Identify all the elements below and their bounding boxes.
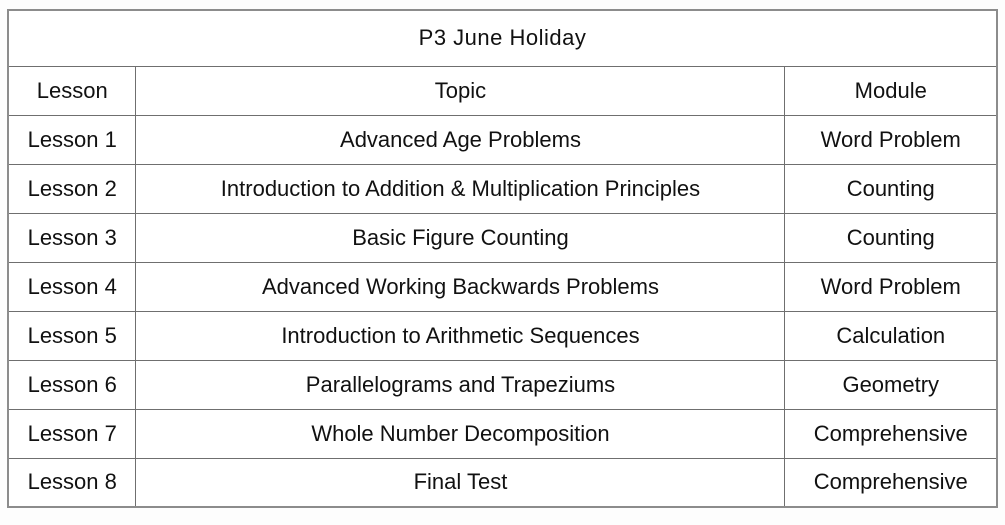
topic-cell: Basic Figure Counting xyxy=(135,212,786,263)
table-row: Lesson 8 Final Test Comprehensive xyxy=(7,457,998,508)
topic-cell: Advanced Age Problems xyxy=(135,114,786,165)
lesson-cell: Lesson 6 xyxy=(7,359,137,410)
module-cell: Geometry xyxy=(784,359,998,410)
topic-cell: Introduction to Addition & Multiplicatio… xyxy=(135,163,786,214)
topic-cell: Advanced Working Backwards Problems xyxy=(135,261,786,312)
lesson-cell: Lesson 2 xyxy=(7,163,137,214)
column-header-lesson: Lesson xyxy=(7,65,137,116)
schedule-table: P3 June Holiday Lesson Topic Module Less… xyxy=(6,9,999,508)
module-cell: Counting xyxy=(784,163,998,214)
table-row: Lesson 7 Whole Number Decomposition Compre… xyxy=(7,408,998,459)
table-row: Lesson 5 Introduction to Arithmetic Seque… xyxy=(7,310,998,361)
lesson-cell: Lesson 7 xyxy=(7,408,137,459)
table-body: Lesson 1 Advanced Age Problems Word Proble… xyxy=(7,114,998,508)
lesson-cell: Lesson 4 xyxy=(7,261,137,312)
module-cell: Counting xyxy=(784,212,998,263)
topic-cell: Whole Number Decomposition xyxy=(135,408,786,459)
module-cell: Calculation xyxy=(784,310,998,361)
topic-cell: Final Test xyxy=(135,457,786,508)
table-row: Lesson 2 Introduction to Addition & Multi… xyxy=(7,163,998,214)
module-cell: Word Problem xyxy=(784,114,998,165)
table-row: Lesson 1 Advanced Age Problems Word Proble… xyxy=(7,114,998,165)
module-cell: Comprehensive xyxy=(784,457,998,508)
topic-cell: Introduction to Arithmetic Sequences xyxy=(135,310,786,361)
lesson-cell: Lesson 1 xyxy=(7,114,137,165)
table-row: Lesson 3 Basic Figure Counting Counting xyxy=(7,212,998,263)
module-cell: Comprehensive xyxy=(784,408,998,459)
table-row: Lesson 6 Parallelograms and Trapeziums Geo… xyxy=(7,359,998,410)
lesson-cell: Lesson 5 xyxy=(7,310,137,361)
table-header-row: Lesson Topic Module xyxy=(7,65,998,116)
table-row: Lesson 4 Advanced Working Backwards Probl… xyxy=(7,261,998,312)
column-header-module: Module xyxy=(784,65,998,116)
page-title: P3 June Holiday xyxy=(7,9,998,67)
lesson-cell: Lesson 3 xyxy=(7,212,137,263)
module-cell: Word Problem xyxy=(784,261,998,312)
title-row: P3 June Holiday xyxy=(7,9,998,67)
topic-cell: Parallelograms and Trapeziums xyxy=(135,359,786,410)
lesson-cell: Lesson 8 xyxy=(7,457,137,508)
column-header-topic: Topic xyxy=(135,65,786,116)
